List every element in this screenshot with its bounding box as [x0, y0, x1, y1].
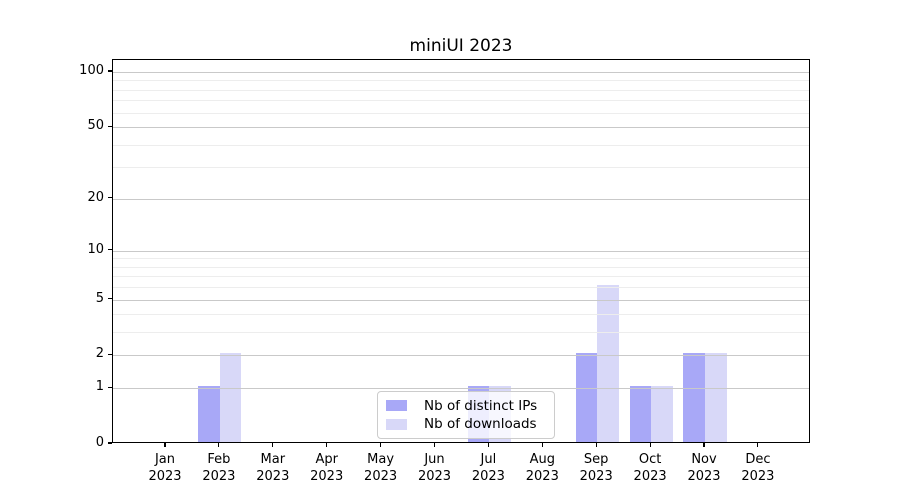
- gridline-minor: [113, 167, 809, 169]
- x-axis-tick-label: Feb 2023: [202, 452, 236, 484]
- y-tick-mark: [108, 197, 112, 199]
- y-axis-tick-label: 50: [87, 118, 104, 134]
- gridline-minor: [113, 144, 809, 146]
- x-axis-tick-label: Oct 2023: [633, 452, 667, 484]
- x-tick-mark: [272, 443, 274, 447]
- y-tick-mark: [108, 249, 112, 251]
- y-tick-mark: [108, 70, 112, 72]
- y-tick-mark: [108, 386, 112, 388]
- bar-downloads: [219, 353, 242, 442]
- gridline-major: [113, 127, 809, 129]
- gridline-minor: [113, 100, 809, 102]
- x-axis-tick-label: Mar 2023: [256, 452, 290, 484]
- legend-swatch-downloads: [386, 418, 407, 430]
- y-axis-tick-label: 5: [95, 290, 104, 306]
- x-axis-tick-label: Aug 2023: [525, 452, 559, 484]
- legend-swatch-distinct-ips: [386, 400, 407, 412]
- y-axis-tick-label: 1: [95, 379, 104, 395]
- x-tick-mark: [218, 443, 220, 447]
- y-axis-tick-label: 100: [79, 63, 104, 78]
- gridline-minor: [113, 258, 809, 260]
- gridline-major: [113, 72, 809, 73]
- y-axis-tick-label: 10: [87, 241, 104, 257]
- legend-label-distinct-ips: Nb of distinct IPs: [424, 397, 538, 414]
- gridline-minor: [113, 112, 809, 114]
- bar-distinct-ips: [575, 353, 598, 442]
- x-tick-mark: [541, 443, 543, 447]
- legend-entry-downloads: Nb of downloads: [386, 416, 546, 432]
- y-tick-mark: [108, 125, 112, 127]
- x-tick-mark: [757, 443, 759, 447]
- y-axis-tick-label: 20: [87, 189, 104, 205]
- x-axis-tick-label: Jul 2023: [471, 452, 505, 484]
- bar-distinct-ips: [683, 353, 705, 442]
- x-axis-tick-label: Sep 2023: [579, 452, 613, 484]
- bar-distinct-ips: [198, 386, 220, 442]
- bar-downloads: [705, 353, 727, 442]
- gridline-minor: [113, 287, 809, 289]
- gridline-major: [113, 198, 809, 200]
- gridline-major: [113, 299, 809, 301]
- y-tick-mark: [108, 353, 112, 355]
- gridline-major: [113, 250, 809, 252]
- legend-entry-distinct-ips: Nb of distinct IPs: [386, 398, 546, 414]
- x-tick-mark: [649, 443, 651, 447]
- x-axis-tick-label: Nov 2023: [687, 452, 721, 484]
- gridline-minor: [113, 276, 809, 278]
- bar-distinct-ips: [629, 386, 652, 442]
- plot-area: [112, 59, 810, 443]
- bar-downloads: [651, 386, 673, 442]
- y-tick-mark: [108, 298, 112, 300]
- legend-label-downloads: Nb of downloads: [424, 416, 537, 433]
- gridline-minor: [113, 89, 809, 91]
- gridline-minor: [113, 266, 809, 268]
- y-axis-tick-label: 0: [95, 435, 104, 450]
- x-axis-tick-label: Jan 2023: [148, 452, 182, 484]
- x-tick-mark: [433, 443, 436, 447]
- x-axis-tick-label: May 2023: [364, 452, 398, 484]
- gridline-major: [113, 388, 809, 390]
- x-axis-tick-label: Jun 2023: [417, 452, 452, 484]
- gridline-major: [113, 355, 809, 357]
- x-axis-tick-label: Apr 2023: [310, 452, 344, 484]
- x-tick-mark: [487, 443, 489, 447]
- x-tick-mark: [164, 443, 166, 447]
- gridline-minor: [113, 314, 809, 316]
- legend: Nb of distinct IPs Nb of downloads: [377, 391, 555, 439]
- gridline-minor: [113, 332, 809, 334]
- chart-title: miniUI 2023: [409, 36, 513, 56]
- x-tick-mark: [703, 443, 705, 447]
- x-axis-tick-label: Dec 2023: [741, 452, 775, 484]
- bar-downloads: [597, 285, 619, 442]
- y-axis-tick-label: 2: [95, 346, 104, 362]
- gridline-minor: [113, 80, 809, 82]
- x-tick-mark: [326, 443, 328, 447]
- y-tick-mark: [108, 442, 112, 444]
- x-tick-mark: [380, 443, 382, 447]
- x-tick-mark: [595, 443, 597, 447]
